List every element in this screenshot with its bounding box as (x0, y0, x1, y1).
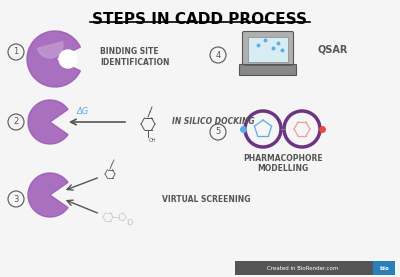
Text: 3: 3 (13, 194, 19, 204)
Text: VIRTUAL SCREENING: VIRTUAL SCREENING (162, 194, 250, 204)
Text: IN SILICO DOCKING: IN SILICO DOCKING (172, 117, 255, 127)
Text: 2: 2 (13, 117, 19, 127)
Text: PHARMACOPHORE
MODELLING: PHARMACOPHORE MODELLING (243, 154, 323, 173)
Bar (235, 261, 385, 275)
Text: STEPS IN CADD PROCESS: STEPS IN CADD PROCESS (92, 12, 308, 27)
Wedge shape (27, 31, 80, 87)
Wedge shape (28, 100, 68, 144)
Text: ΔG: ΔG (77, 107, 89, 116)
Text: 5: 5 (215, 127, 221, 137)
Text: bio: bio (379, 265, 389, 271)
Bar (373, 261, 395, 275)
FancyBboxPatch shape (240, 65, 296, 76)
Text: Created in BioRender.com: Created in BioRender.com (267, 265, 339, 271)
Circle shape (59, 50, 77, 68)
Text: 1: 1 (13, 47, 19, 57)
Text: BINDING SITE
IDENTIFICATION: BINDING SITE IDENTIFICATION (100, 47, 170, 67)
Wedge shape (38, 42, 63, 58)
Bar (248, 37, 288, 62)
Text: 4: 4 (215, 50, 221, 60)
Wedge shape (28, 173, 68, 217)
FancyBboxPatch shape (242, 32, 294, 66)
Text: OH: OH (149, 138, 156, 143)
Text: QSAR: QSAR (318, 45, 348, 55)
